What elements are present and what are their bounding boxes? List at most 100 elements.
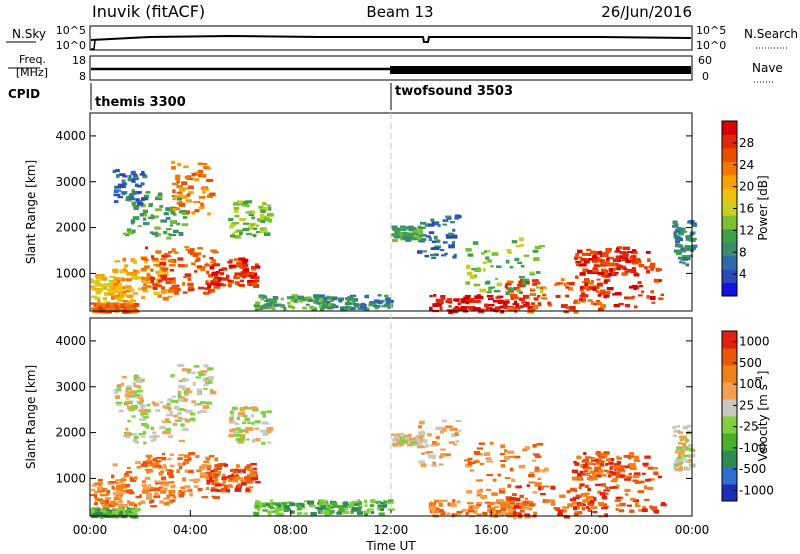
range-gate-cell <box>169 279 176 284</box>
range-gate-cell <box>584 473 591 476</box>
range-gate-cell <box>119 480 124 484</box>
range-gate-cell <box>127 500 131 504</box>
range-gate-cell <box>183 275 187 279</box>
range-gate-cell <box>584 260 590 264</box>
range-gate-cell <box>680 257 685 261</box>
range-gate-cell <box>222 277 229 281</box>
range-gate-cell <box>275 507 282 511</box>
range-gate-cell <box>402 235 407 240</box>
range-gate-cell <box>126 228 132 232</box>
range-gate-cell <box>507 450 515 454</box>
range-gate-cell <box>117 183 125 188</box>
range-gate-cell <box>599 291 606 295</box>
range-gate-cell <box>250 406 258 410</box>
range-gate-cell <box>592 260 599 264</box>
range-gate-cell <box>632 474 640 479</box>
range-gate-cell <box>319 296 326 301</box>
range-gate-cell <box>597 490 602 495</box>
range-gate-cell <box>217 278 222 282</box>
range-gate-cell <box>142 430 146 435</box>
range-gate-cell <box>155 464 161 467</box>
range-gate-cell <box>506 281 512 286</box>
range-gate-cell <box>445 299 452 303</box>
range-gate-cell <box>418 460 426 464</box>
range-gate-cell <box>474 270 481 273</box>
range-gate-cell <box>242 469 246 474</box>
range-gate-cell <box>153 215 159 219</box>
range-gate-cell <box>234 487 239 491</box>
range-gate-cell <box>233 234 238 239</box>
range-gate-cell <box>685 237 690 241</box>
range-gate-cell <box>605 486 609 490</box>
range-gate-cell <box>278 505 285 508</box>
range-gate-cell <box>651 301 656 304</box>
range-gate-cell <box>620 465 628 468</box>
range-gate-cell <box>101 490 106 493</box>
range-gate-cell <box>113 277 121 282</box>
cpid-panel: CPID themis 3300 twofsound 3503 <box>8 83 513 110</box>
range-gate-cell <box>253 511 260 516</box>
range-gate-cell <box>686 247 694 250</box>
range-gate-cell <box>283 306 287 311</box>
range-gate-cell <box>635 504 641 508</box>
range-gate-cell <box>267 441 272 444</box>
range-gate-cell <box>263 232 271 237</box>
range-gate-cell <box>420 237 427 242</box>
range-gate-cell <box>433 294 437 297</box>
range-gate-cell <box>152 457 158 462</box>
range-gate-cell <box>492 478 497 482</box>
range-gate-cell <box>677 232 685 236</box>
range-gate-cell <box>475 479 483 482</box>
range-gate-cell <box>146 488 151 493</box>
range-gate-cell <box>143 209 149 214</box>
range-gate-cell <box>415 442 421 445</box>
range-gate-cell <box>236 438 244 442</box>
range-gate-cell <box>115 283 122 286</box>
range-gate-cell <box>121 179 126 183</box>
range-gate-cell <box>116 294 121 297</box>
range-gate-cell <box>114 395 121 400</box>
range-gate-cell <box>533 257 540 262</box>
range-gate-cell <box>181 223 189 227</box>
range-gate-cell <box>132 432 137 435</box>
range-gate-cell <box>600 262 606 265</box>
range-gate-cell <box>609 470 613 474</box>
range-gate-cell <box>110 283 116 287</box>
range-gate-cell <box>587 299 593 302</box>
range-gate-cell <box>383 303 390 308</box>
range-gate-cell <box>177 263 185 268</box>
colorbar-swatch <box>722 242 737 257</box>
range-gate-cell <box>208 455 215 458</box>
range-gate-cell <box>141 422 148 427</box>
range-gate-cell <box>142 217 147 221</box>
range-gate-cell <box>178 194 184 197</box>
range-gate-cell <box>196 266 202 270</box>
range-gate-cell <box>254 427 260 430</box>
range-gate-cell <box>431 464 438 467</box>
range-gate-cell <box>527 501 534 505</box>
range-gate-cell <box>240 271 247 275</box>
range-gate-cell <box>398 432 405 436</box>
colorbar-swatch <box>722 433 737 451</box>
range-gate-cell <box>145 285 152 288</box>
range-gate-cell <box>181 195 188 199</box>
range-gate-cell <box>133 384 140 388</box>
range-gate-cell <box>242 263 249 268</box>
range-gate-cell <box>125 489 130 494</box>
range-gate-cell <box>131 220 135 225</box>
range-gate-cell <box>158 466 164 470</box>
range-gate-cell <box>205 401 213 405</box>
range-gate-cell <box>95 289 101 294</box>
range-gate-cell <box>187 191 194 195</box>
range-gate-cell <box>130 479 137 482</box>
range-gate-cell <box>145 492 153 495</box>
range-gate-cell <box>512 515 517 520</box>
range-gate-cell <box>114 200 119 203</box>
range-gate-cell <box>136 184 142 188</box>
range-gate-cell <box>566 282 571 285</box>
range-gate-cell <box>160 490 167 494</box>
range-gate-cell <box>681 442 687 446</box>
range-gate-cell <box>160 289 167 294</box>
range-gate-cell <box>101 304 107 308</box>
range-gate-cell <box>502 300 510 304</box>
